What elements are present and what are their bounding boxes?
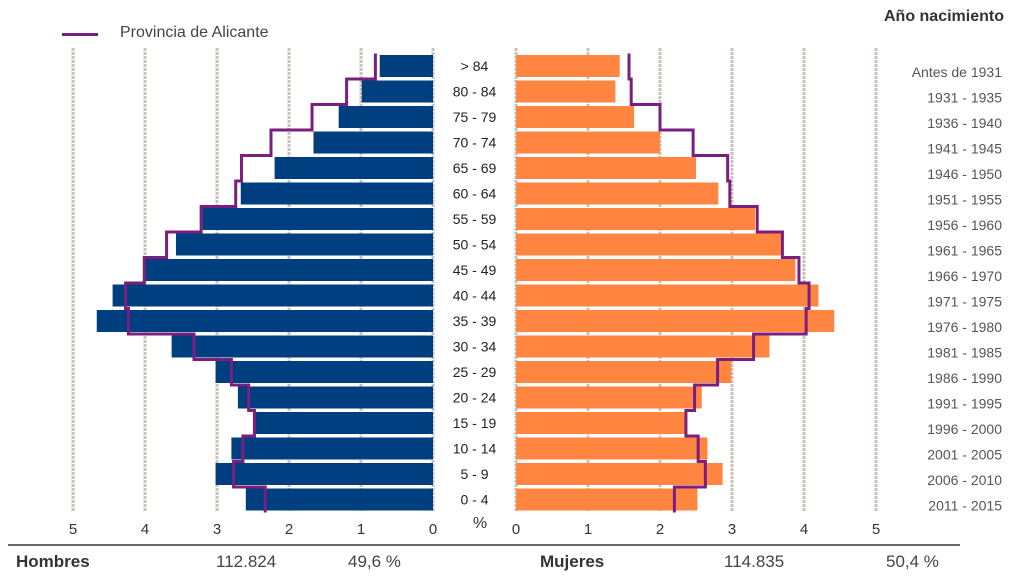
age-group-label: 80 - 84: [453, 84, 497, 100]
birth-year-label: 1946 - 1950: [927, 166, 1002, 182]
age-group-label: 75 - 79: [453, 109, 497, 125]
age-group-label: 20 - 24: [453, 390, 497, 406]
tick-label-left: 5: [69, 521, 77, 538]
bar-hombres: [96, 310, 433, 332]
birth-year-label: 1996 - 2000: [927, 421, 1002, 437]
bar-hombres: [231, 437, 433, 460]
line-alicante-hombres: [124, 53, 377, 513]
bar-mujeres: [516, 437, 708, 460]
bar-mujeres: [516, 80, 616, 103]
tick-label-right: 1: [584, 521, 592, 538]
bar-mujeres: [516, 488, 698, 511]
bar-hombres: [171, 335, 433, 358]
bar-mujeres: [516, 233, 781, 256]
bar-hombres: [255, 412, 433, 434]
bar-hombres: [338, 106, 433, 128]
tick-label-left: 3: [213, 521, 221, 538]
female-percent: 50,4 %: [886, 552, 939, 571]
tick-label-left: 0: [429, 521, 437, 538]
age-group-label: 45 - 49: [453, 262, 497, 278]
bar-hombres: [112, 284, 433, 307]
female-label: Mujeres: [540, 552, 605, 571]
age-group-label: 70 - 74: [453, 135, 497, 151]
birth-year-label: 1966 - 1970: [927, 268, 1002, 284]
birth-year-label: 1961 - 1965: [927, 243, 1002, 259]
bar-mujeres: [516, 284, 819, 307]
bar-mujeres: [516, 335, 770, 358]
age-group-label: 15 - 19: [453, 415, 497, 431]
bar-mujeres: [516, 361, 732, 383]
age-group-label: 10 - 14: [453, 441, 497, 457]
age-group-label: 50 - 54: [453, 237, 497, 253]
bar-hombres: [202, 208, 433, 230]
birth-year-label: 1941 - 1945: [927, 141, 1002, 157]
tick-label-right: 5: [872, 521, 880, 538]
birth-year-label: 2011 - 2015: [928, 498, 1002, 514]
male-percent: 49,6 %: [348, 552, 401, 571]
footer-divider: [8, 544, 960, 546]
bar-mujeres: [516, 182, 719, 205]
age-group-label: 30 - 34: [453, 339, 497, 355]
age-group-label: 0 - 4: [460, 492, 488, 508]
female-total: 114.835: [724, 552, 785, 571]
birth-year-label: 1986 - 1990: [927, 370, 1002, 386]
birth-year-label: 1971 - 1975: [927, 294, 1002, 310]
birth-year-label: 1936 - 1940: [927, 115, 1002, 131]
tick-label-right: 3: [728, 521, 736, 538]
bar-mujeres: [516, 310, 835, 332]
bar-mujeres: [516, 55, 620, 77]
tick-label-right: 0: [512, 521, 520, 538]
birth-year-label: 2006 - 2010: [927, 472, 1002, 488]
tick-label-right: 4: [800, 521, 808, 538]
bar-hombres: [215, 463, 433, 485]
bar-mujeres: [516, 463, 723, 485]
male-total: 112.824: [216, 552, 277, 571]
age-group-label: 25 - 29: [453, 364, 497, 380]
age-group-label: 55 - 59: [453, 211, 497, 227]
tick-label-left: 1: [357, 521, 365, 538]
birth-year-label: 1956 - 1960: [927, 217, 1002, 233]
bar-mujeres: [516, 386, 702, 409]
bar-hombres: [245, 488, 433, 511]
tick-label-left: 2: [285, 521, 293, 538]
bar-mujeres: [516, 157, 696, 179]
birth-year-label: 1951 - 1955: [927, 192, 1002, 208]
bar-hombres: [215, 361, 433, 383]
line-alicante-mujeres: [627, 53, 811, 513]
bar-mujeres: [516, 131, 660, 154]
bar-mujeres: [516, 208, 756, 230]
birth-year-title: Año nacimiento: [883, 8, 1004, 25]
tick-label-left: 4: [141, 521, 149, 538]
age-group-label: 60 - 64: [453, 186, 497, 202]
bar-hombres: [144, 259, 433, 281]
bar-hombres: [175, 233, 433, 256]
birth-year-label: 2001 - 2005: [927, 447, 1002, 463]
birth-year-label: 1931 - 1935: [927, 90, 1002, 106]
tick-label-right: 2: [656, 521, 664, 538]
age-group-label: > 84: [461, 58, 489, 74]
bar-mujeres: [516, 412, 685, 434]
unit-label: %: [473, 515, 487, 532]
bar-mujeres: [516, 259, 796, 281]
birth-year-label: 1976 - 1980: [927, 319, 1002, 335]
bar-mujeres: [516, 106, 635, 128]
bar-hombres: [274, 157, 433, 179]
bar-hombres: [379, 55, 433, 77]
birth-year-label: 1981 - 1985: [927, 345, 1002, 361]
legend-line-swatch: [62, 33, 98, 36]
birth-year-label: 1991 - 1995: [927, 396, 1002, 412]
bar-hombres: [237, 386, 433, 409]
bar-hombres: [361, 80, 433, 103]
bar-hombres: [240, 182, 433, 205]
male-label: Hombres: [16, 552, 90, 571]
age-group-label: 65 - 69: [453, 160, 497, 176]
age-group-label: 35 - 39: [453, 313, 497, 329]
legend-label: Provincia de Alicante: [120, 24, 269, 41]
birth-year-label: Antes de 1931: [912, 64, 1003, 80]
bar-hombres: [313, 131, 433, 154]
age-group-label: 5 - 9: [460, 466, 488, 482]
age-group-label: 40 - 44: [453, 288, 497, 304]
